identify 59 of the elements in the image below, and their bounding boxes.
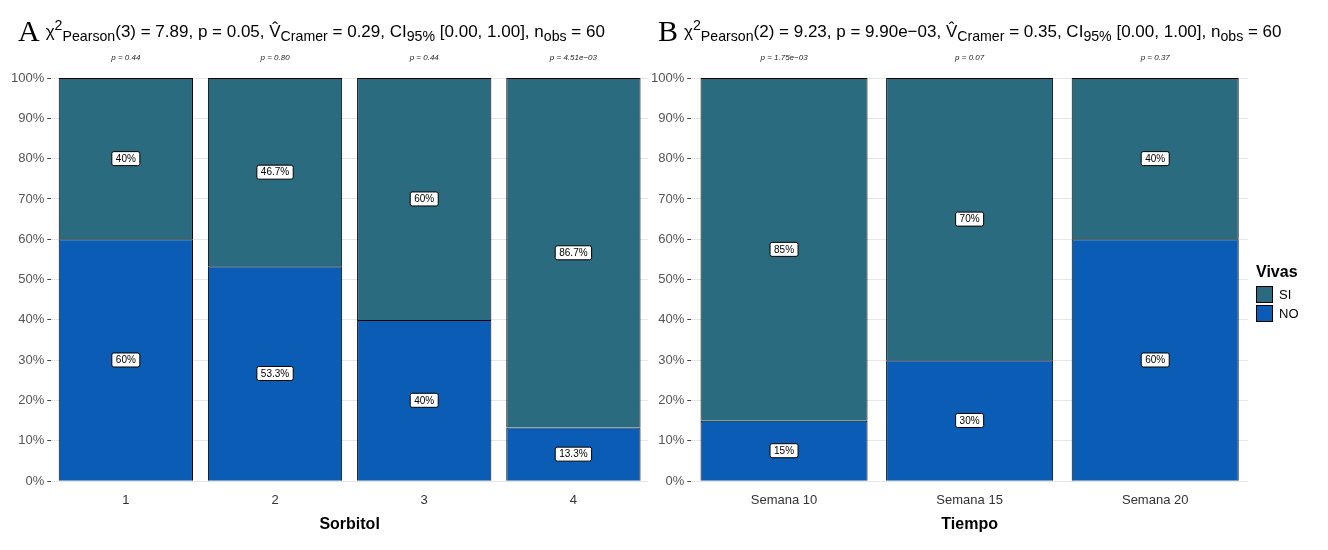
x-axis-title: Sorbitol — [319, 514, 380, 532]
data-label: 15% — [774, 444, 795, 456]
legend-label: NO — [1279, 306, 1299, 321]
text: SI — [1279, 287, 1292, 302]
data-label: 40% — [115, 152, 136, 164]
chart-title: χ$^{2}$$_{Pearson}$(2) = 9.23, p = 9.90e−03, V̂$_{Cramer}$ = 0.35, CI$_{95%}$ [0.00, 1.00], n$_{obs}$ = 60 — [684, 16, 1282, 44]
y-tick-label: 100% — [11, 69, 45, 85]
x-tick-label: 1 — [122, 491, 130, 507]
x-tick-label: Semana 10 — [750, 491, 818, 507]
y-tick-label: 0% — [25, 472, 45, 488]
annotation: p = 0.44 — [110, 53, 141, 63]
y-tick-label: 100% — [651, 69, 685, 85]
chart-title: χ$^{2}$$_{Pearson}$(3) = 7.89, p = 0.05, V̂$_{Cramer}$ = 0.29, CI$_{95%}$ [0.00, 1.00], n$_{obs}$ = 60 — [45, 16, 605, 44]
annotation: p = 0.07 — [954, 53, 985, 63]
data-label: 70% — [959, 213, 980, 225]
annotation: p = 0.37 — [1139, 53, 1171, 63]
x-tick-label: 2 — [271, 491, 279, 507]
y-tick-label: 0% — [665, 472, 685, 488]
y-tick-label: 60% — [658, 230, 685, 246]
x-axis-title: Tiempo — [941, 514, 999, 532]
annotation: p = 0.44 — [408, 53, 440, 63]
y-tick-label: 20% — [18, 392, 45, 408]
annotation: p = 1.75e−03 — [759, 53, 809, 63]
y-tick-label: 10% — [18, 432, 45, 448]
y-tick-label: 80% — [18, 150, 45, 166]
data-label: 60% — [115, 354, 136, 366]
y-tick-label: 60% — [18, 230, 45, 246]
x-tick-label: Semana 20 — [1121, 491, 1189, 507]
legend-title: Vivas — [1256, 263, 1299, 281]
data-label: 86.7% — [559, 247, 588, 259]
y-tick-label: 40% — [658, 311, 685, 327]
text: A — [18, 14, 40, 48]
data-label: 46.7% — [260, 166, 290, 178]
y-tick-label: 70% — [658, 190, 685, 206]
y-tick-label: 80% — [658, 150, 685, 166]
y-tick-label: 20% — [658, 392, 685, 408]
annotation: p = 4.51e−03 — [548, 53, 598, 63]
y-tick-label: 70% — [18, 190, 45, 206]
x-tick-label: Semana 15 — [936, 491, 1003, 507]
text: B — [658, 14, 679, 48]
data-label: 60% — [414, 193, 435, 205]
data-label: 40% — [414, 394, 435, 406]
data-label: 13.3% — [559, 448, 588, 460]
data-label: 40% — [1145, 152, 1166, 164]
y-tick-label: 40% — [18, 311, 45, 327]
y-tick-label: 10% — [658, 432, 685, 448]
y-tick-label: 30% — [18, 351, 45, 367]
data-label: 60% — [1145, 354, 1166, 366]
y-tick-label: 90% — [658, 109, 685, 125]
y-tick-label: 50% — [658, 271, 685, 287]
y-tick-label: 90% — [18, 109, 45, 125]
x-tick-label: 3 — [420, 491, 428, 507]
data-label: 85% — [774, 243, 795, 255]
y-tick-label: 30% — [658, 351, 685, 367]
data-label: 53.3% — [260, 367, 290, 379]
annotation: p = 0.80 — [259, 53, 291, 63]
data-label: 30% — [959, 414, 980, 426]
x-tick-label: 4 — [569, 491, 578, 507]
y-tick-label: 50% — [18, 271, 45, 287]
